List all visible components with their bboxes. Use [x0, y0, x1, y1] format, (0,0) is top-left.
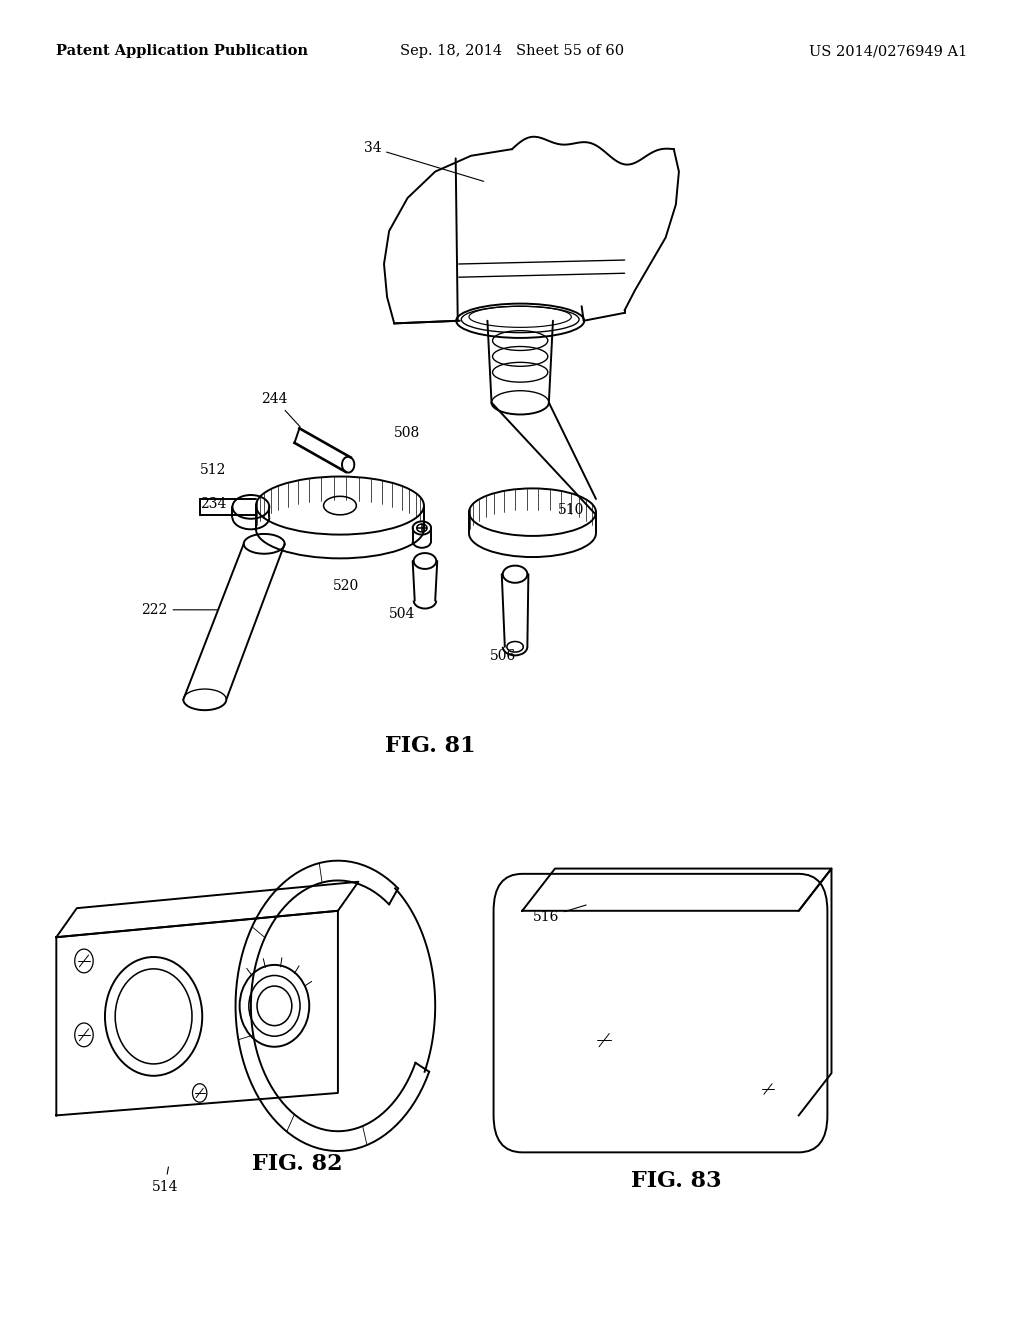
Text: FIG. 82: FIG. 82 [252, 1154, 342, 1175]
Text: 508: 508 [394, 426, 421, 440]
Text: US 2014/0276949 A1: US 2014/0276949 A1 [809, 45, 968, 58]
Text: 516: 516 [532, 906, 586, 924]
Text: 34: 34 [364, 141, 483, 181]
Text: 520: 520 [333, 579, 359, 593]
Text: FIG. 81: FIG. 81 [385, 735, 475, 756]
Text: 506: 506 [489, 649, 516, 663]
Text: 222: 222 [141, 603, 217, 616]
Text: FIG. 83: FIG. 83 [631, 1171, 721, 1192]
Text: 514: 514 [152, 1167, 178, 1193]
Text: 244: 244 [261, 392, 300, 426]
Text: 234: 234 [200, 498, 226, 511]
FancyBboxPatch shape [494, 874, 827, 1152]
Text: 504: 504 [389, 607, 416, 620]
Text: Patent Application Publication: Patent Application Publication [56, 45, 308, 58]
Text: 510: 510 [558, 503, 585, 516]
Text: Sep. 18, 2014   Sheet 55 of 60: Sep. 18, 2014 Sheet 55 of 60 [400, 45, 624, 58]
Text: 512: 512 [200, 463, 226, 477]
